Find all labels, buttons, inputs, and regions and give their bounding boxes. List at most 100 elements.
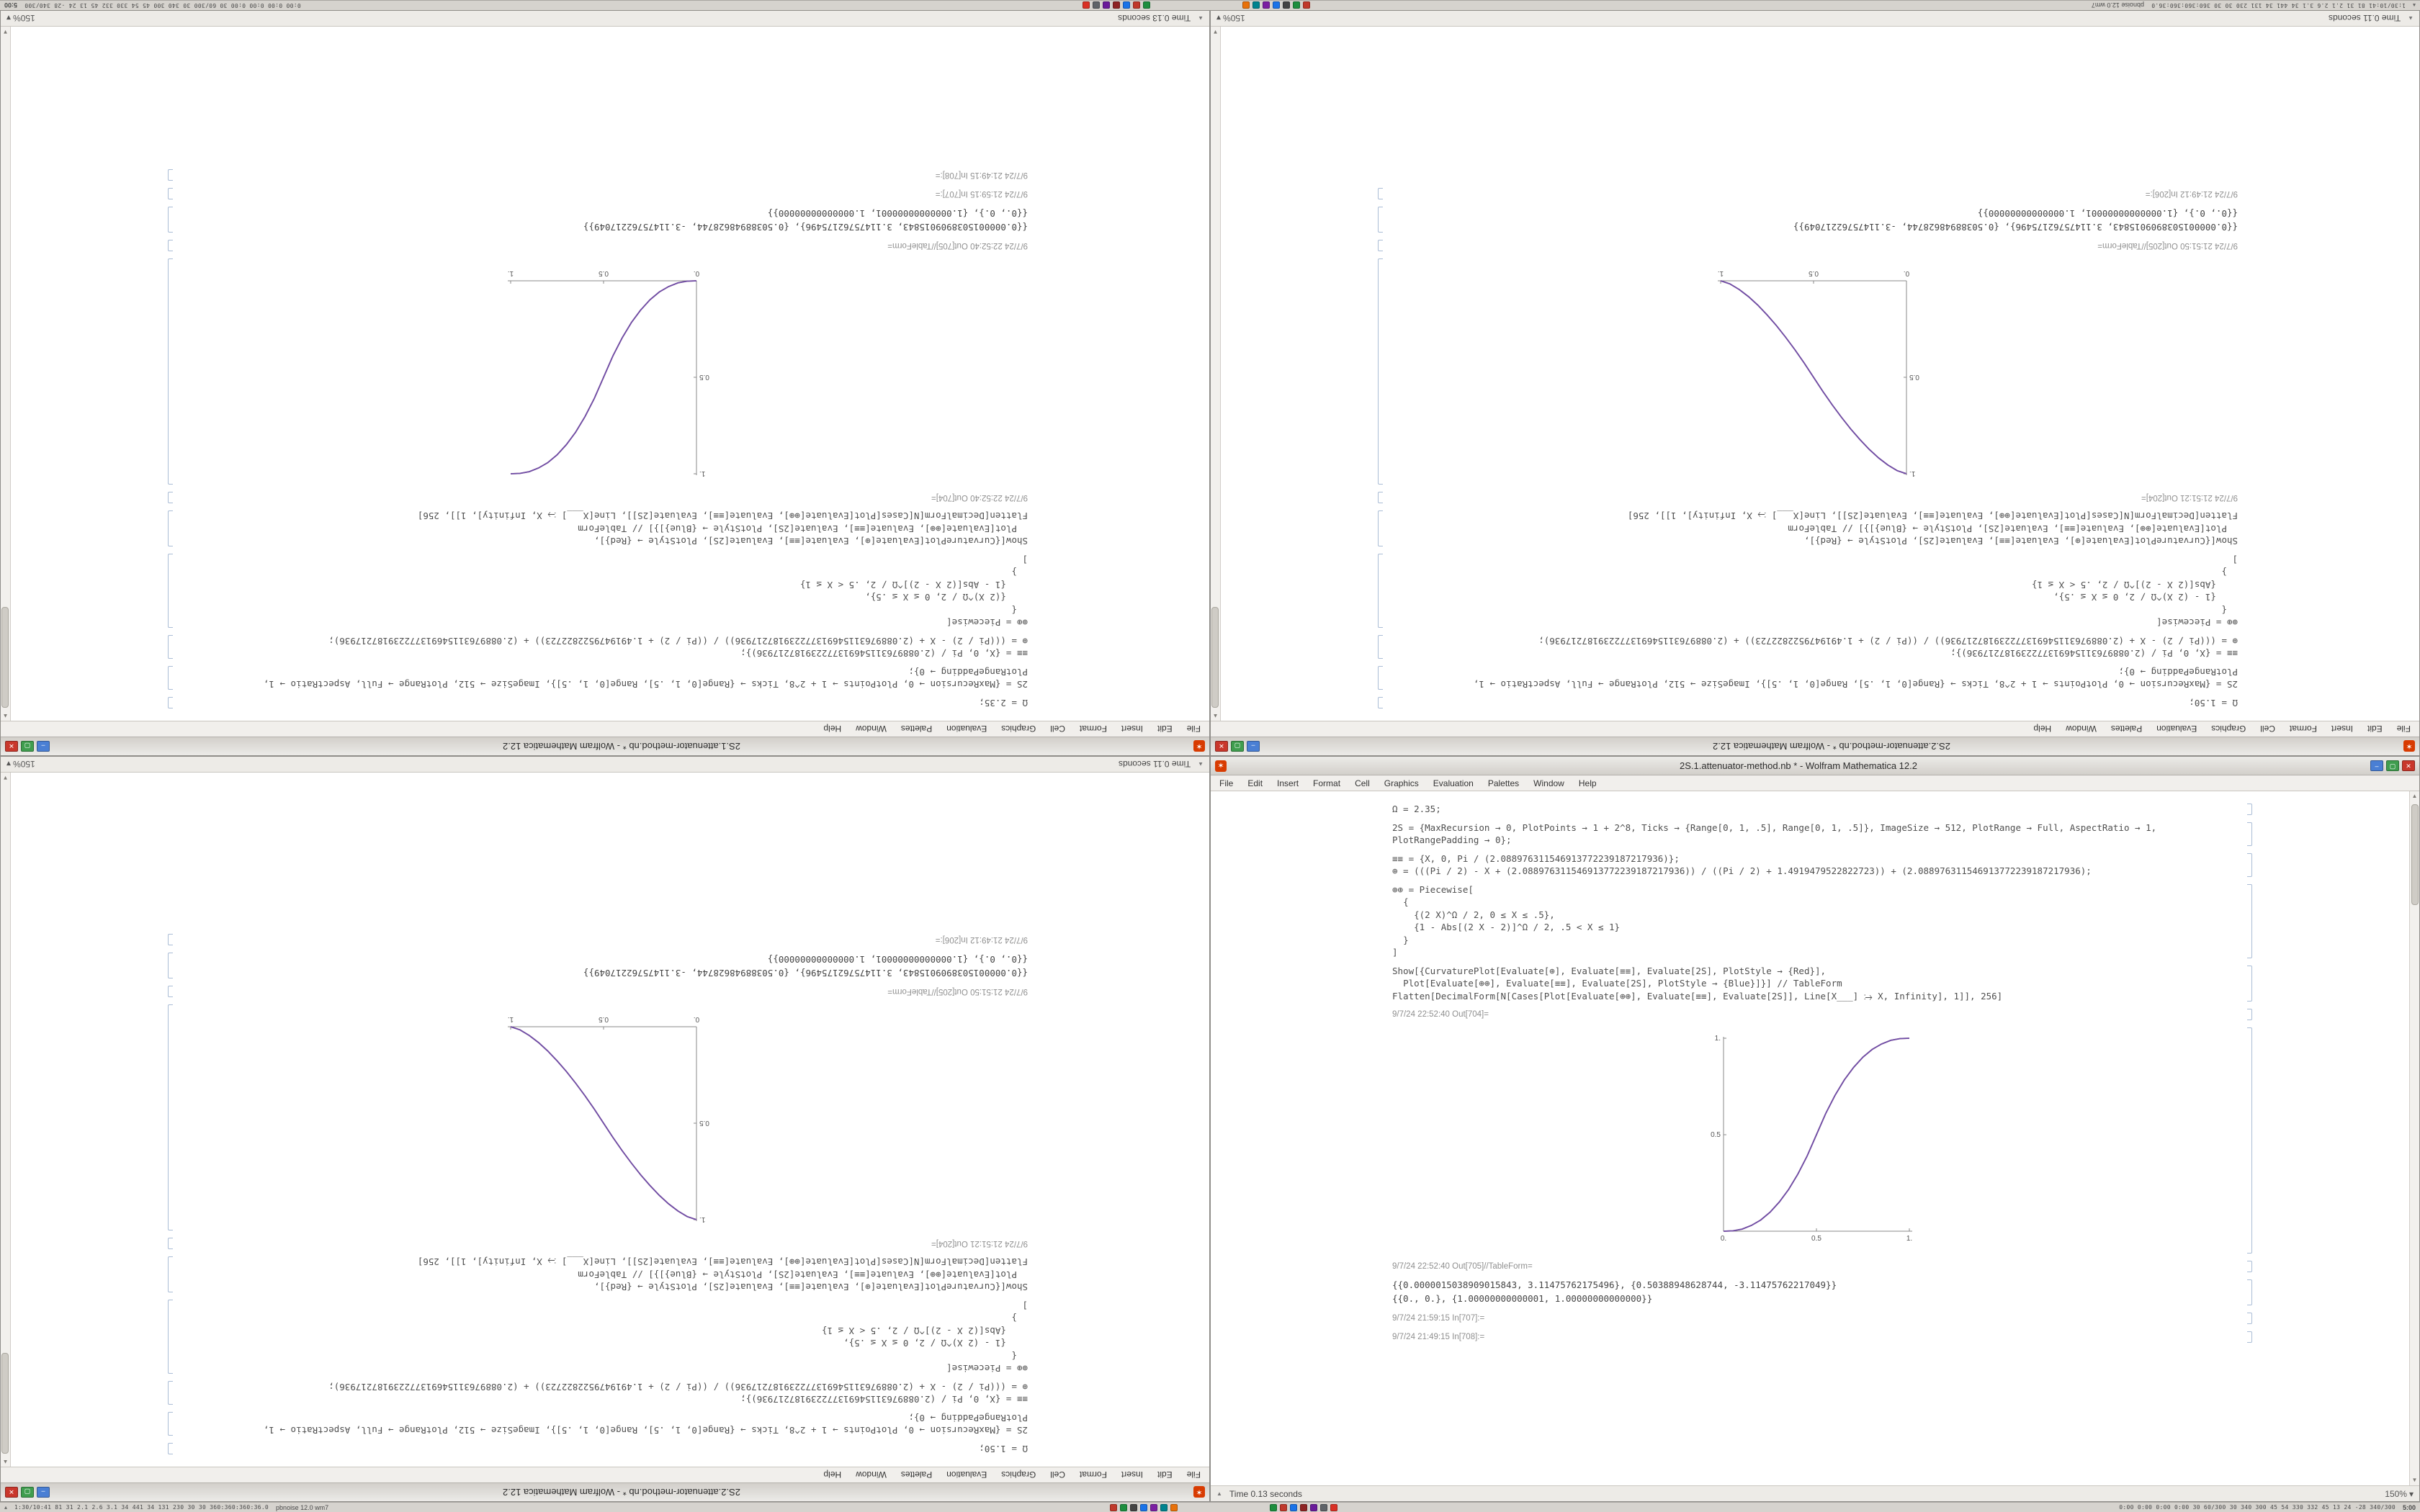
- menu-help[interactable]: Help: [2033, 724, 2052, 734]
- menu-file[interactable]: File: [1186, 1470, 1201, 1480]
- input-cell[interactable]: Show[{CurvaturePlot[Evaluate[⊕], Evaluat…: [1402, 510, 2238, 548]
- status-toggle-icon[interactable]: ▲: [1198, 761, 1204, 768]
- taskbar-app-icon-11[interactable]: [1300, 1503, 1308, 1511]
- zoom-dropdown-arrow[interactable]: ▾: [6, 13, 12, 24]
- taskbar-app-icon-10[interactable]: [1290, 1503, 1298, 1511]
- taskbar-app-icon-2[interactable]: [1292, 1, 1300, 9]
- scroll-up-arrow[interactable]: ▲: [1212, 713, 1219, 719]
- menu-edit[interactable]: Edit: [2367, 724, 2383, 734]
- vertical-scrollbar[interactable]: ▲ ▼: [1, 773, 11, 1467]
- input-cell[interactable]: ⊕⊕ = Piecewise[ { {(2 X)^Ω / 2, 0 ≤ X ≤ …: [192, 554, 1028, 629]
- taskbar-app-icon-3[interactable]: [1130, 1503, 1138, 1511]
- menu-cell[interactable]: Cell: [1355, 778, 1370, 788]
- zoom-level[interactable]: 150%: [13, 13, 35, 24]
- menu-edit[interactable]: Edit: [1157, 1470, 1173, 1480]
- menu-edit[interactable]: Edit: [1247, 778, 1263, 788]
- taskbar-app-icon-5[interactable]: [1262, 1, 1270, 9]
- scroll-down-arrow[interactable]: ▼: [1212, 29, 1219, 35]
- taskbar-app-icon-10[interactable]: [1122, 1, 1130, 9]
- menu-window[interactable]: Window: [1533, 778, 1564, 788]
- taskbar-app-icon-9[interactable]: [1132, 1, 1140, 9]
- input-cell[interactable]: ≡≡ = {X, 0, Pi / (2.08897631154691377223…: [192, 1381, 1028, 1406]
- close-button[interactable]: ✕: [1215, 741, 1228, 752]
- menu-format[interactable]: Format: [1079, 1470, 1107, 1480]
- taskbar-app-icon-1[interactable]: [1302, 1, 1310, 9]
- minimize-button[interactable]: –: [2370, 760, 2383, 771]
- scrollbar-thumb[interactable]: [2411, 804, 2419, 905]
- taskbar-clock[interactable]: 5:00: [4, 1, 18, 9]
- menu-cell[interactable]: Cell: [2260, 724, 2275, 734]
- maximize-button[interactable]: ▢: [21, 1487, 34, 1498]
- input-cell[interactable]: ⊕⊕ = Piecewise[ { {1 - (2 X)^Ω / 2, 0 ≤ …: [1402, 554, 2238, 629]
- taskbar-app-icon-7[interactable]: [1242, 1, 1250, 9]
- taskbar-app-icon-13[interactable]: [1092, 1, 1100, 9]
- scrollbar-track[interactable]: [1211, 37, 1220, 711]
- taskbar-app-icon-14[interactable]: [1330, 1503, 1338, 1511]
- menu-file[interactable]: File: [2396, 724, 2411, 734]
- scroll-down-arrow[interactable]: ▼: [2, 29, 9, 35]
- menu-file[interactable]: File: [1219, 778, 1234, 788]
- input-cell[interactable]: 2S = {MaxRecursion → 0, PlotPoints → 1 +…: [1392, 822, 2252, 847]
- menu-palettes[interactable]: Palettes: [900, 724, 933, 734]
- input-cell[interactable]: 2S = {MaxRecursion → 0, PlotPoints → 1 +…: [1402, 666, 2238, 691]
- vertical-scrollbar[interactable]: ▲ ▼: [2409, 791, 2419, 1485]
- status-toggle-icon[interactable]: ▲: [1198, 15, 1204, 22]
- window-titlebar[interactable]: ✶ 2S.2.attenuator-method.nb * - Wolfram …: [1211, 737, 2419, 755]
- vertical-scrollbar[interactable]: ▲ ▼: [1211, 27, 1221, 721]
- status-toggle-icon[interactable]: ▲: [2408, 15, 2414, 22]
- menu-graphics[interactable]: Graphics: [1001, 724, 1036, 734]
- taskbar-app-icon-5[interactable]: [1150, 1503, 1158, 1511]
- input-cell[interactable]: ⊕⊕ = Piecewise[ { {1 - (2 X)^Ω / 2, 0 ≤ …: [192, 1300, 1028, 1375]
- menu-window[interactable]: Window: [2066, 724, 2097, 734]
- taskbar-app-icon-9[interactable]: [1280, 1503, 1288, 1511]
- input-cell[interactable]: Show[{CurvaturePlot[Evaluate[⊕], Evaluat…: [192, 510, 1028, 548]
- close-button[interactable]: ✕: [5, 741, 18, 752]
- window-titlebar[interactable]: ✶ 2S.2.attenuator-method.nb * - Wolfram …: [1, 1482, 1209, 1501]
- status-toggle-icon[interactable]: ▲: [1216, 1490, 1222, 1497]
- menu-format[interactable]: Format: [2289, 724, 2317, 734]
- menu-evaluation[interactable]: Evaluation: [946, 724, 987, 734]
- maximize-button[interactable]: ▢: [21, 741, 34, 752]
- menu-evaluation[interactable]: Evaluation: [2156, 724, 2197, 734]
- menu-help[interactable]: Help: [1578, 778, 1597, 788]
- window-titlebar[interactable]: ✶ 2S.1.attenuator-method.nb * - Wolfram …: [1211, 757, 2419, 775]
- taskbar-collapse-arrow[interactable]: ▴: [2412, 2, 2416, 9]
- menu-insert[interactable]: Insert: [1121, 1470, 1143, 1480]
- taskbar-collapse-arrow[interactable]: ▴: [4, 1504, 8, 1511]
- input-cell[interactable]: Ω = 2.35;: [1392, 803, 2252, 816]
- taskbar-app-icon-12[interactable]: [1102, 1, 1110, 9]
- scroll-down-arrow[interactable]: ▼: [2, 775, 9, 781]
- menu-palettes[interactable]: Palettes: [900, 1470, 933, 1480]
- menu-cell[interactable]: Cell: [1050, 1470, 1065, 1480]
- taskbar-app-icon-1[interactable]: [1110, 1503, 1118, 1511]
- taskbar-clock[interactable]: 5:00: [2402, 1503, 2416, 1511]
- zoom-dropdown-arrow[interactable]: ▾: [1216, 13, 1222, 24]
- close-button[interactable]: ✕: [2402, 760, 2415, 771]
- zoom-level[interactable]: 150%: [13, 759, 35, 770]
- taskbar-app-icon-13[interactable]: [1320, 1503, 1328, 1511]
- input-cell[interactable]: Ω = 1.50;: [1402, 697, 2238, 710]
- taskbar-app-icon-6[interactable]: [1252, 1, 1260, 9]
- menu-insert[interactable]: Insert: [2331, 724, 2353, 734]
- taskbar-app-icon-4[interactable]: [1272, 1, 1280, 9]
- scrollbar-thumb[interactable]: [1211, 607, 1219, 708]
- window-titlebar[interactable]: ✶ 2S.1.attenuator-method.nb * - Wolfram …: [1, 737, 1209, 755]
- minimize-button[interactable]: –: [1247, 741, 1260, 752]
- menu-insert[interactable]: Insert: [1121, 724, 1143, 734]
- input-cell[interactable]: Show[{CurvaturePlot[Evaluate[⊕], Evaluat…: [1392, 965, 2252, 1003]
- input-cell[interactable]: ≡≡ = {X, 0, Pi / (2.08897631154691377223…: [1402, 635, 2238, 660]
- menu-window[interactable]: Window: [856, 1470, 887, 1480]
- zoom-level[interactable]: 150%: [2385, 1488, 2407, 1499]
- menu-evaluation[interactable]: Evaluation: [946, 1470, 987, 1480]
- menu-help[interactable]: Help: [823, 1470, 842, 1480]
- menu-palettes[interactable]: Palettes: [1487, 778, 1520, 788]
- scrollbar-thumb[interactable]: [1, 1353, 9, 1454]
- menu-help[interactable]: Help: [823, 724, 842, 734]
- close-button[interactable]: ✕: [5, 1487, 18, 1498]
- input-cell[interactable]: ≡≡ = {X, 0, Pi / (2.08897631154691377223…: [1392, 852, 2252, 878]
- scrollbar-track[interactable]: [2410, 801, 2419, 1475]
- scrollbar-track[interactable]: [1, 37, 10, 711]
- maximize-button[interactable]: ▢: [1231, 741, 1244, 752]
- zoom-dropdown-arrow[interactable]: ▾: [6, 759, 12, 770]
- menu-cell[interactable]: Cell: [1050, 724, 1065, 734]
